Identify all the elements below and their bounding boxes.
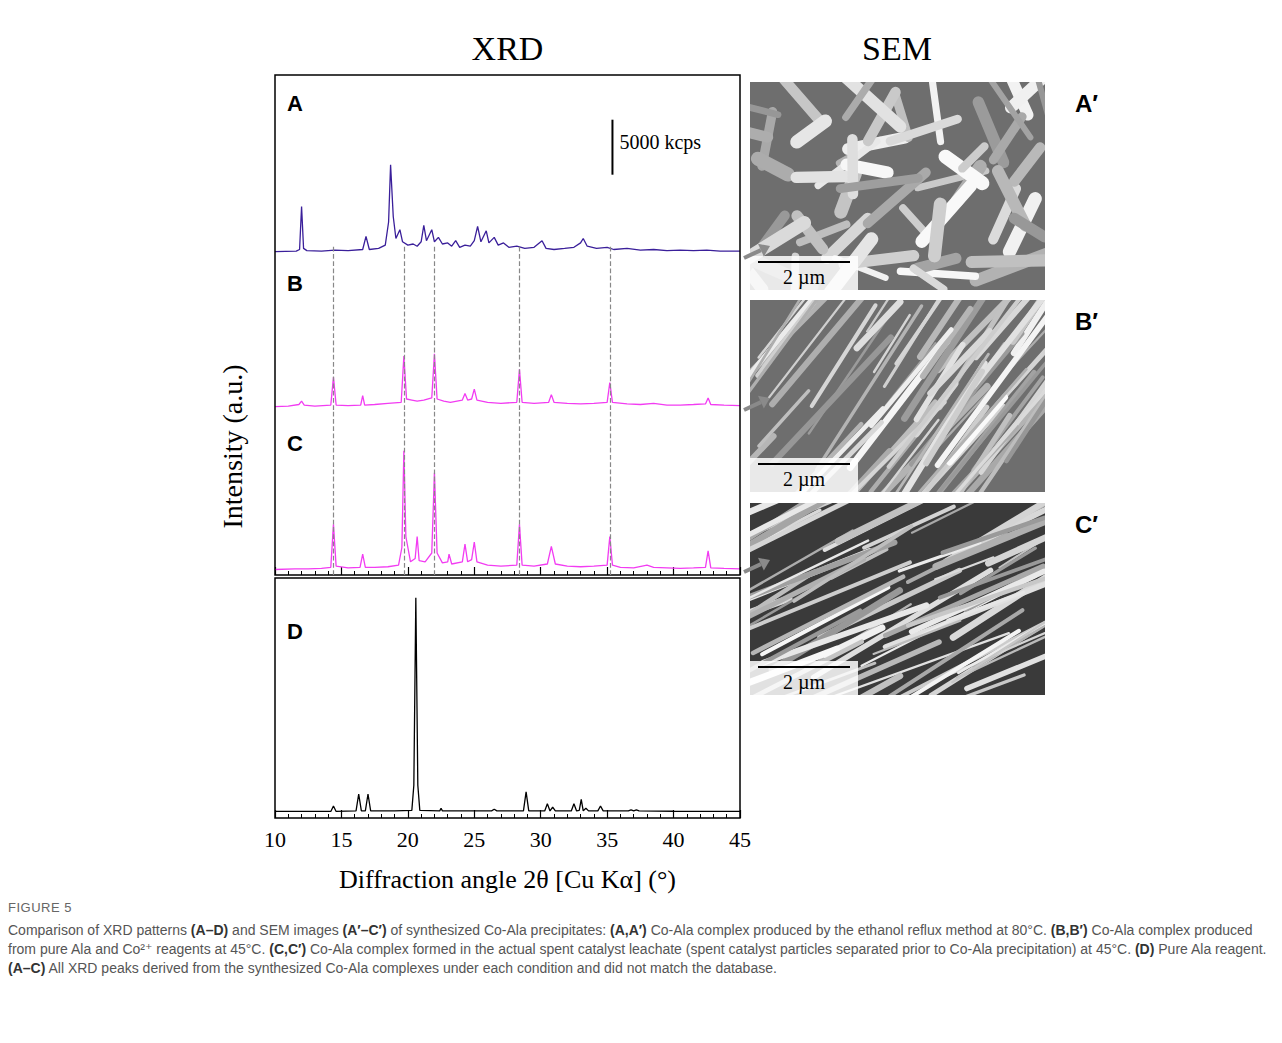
svg-text:A: A — [287, 91, 303, 116]
svg-text:30: 30 — [530, 827, 552, 852]
svg-text:2 µm: 2 µm — [783, 266, 826, 289]
html-text:B′: B′ — [1075, 308, 1099, 335]
html-text:(A–C) All XRD peaks derived fr: (A–C) All XRD peaks derived from the syn… — [8, 960, 777, 976]
svg-text:20: 20 — [397, 827, 419, 852]
svg-text:Intensity (a.u.): Intensity (a.u.) — [217, 364, 248, 528]
html-text:XRD: XRD — [471, 30, 544, 67]
svg-text:2 µm: 2 µm — [783, 468, 826, 491]
svg-text:C: C — [287, 431, 303, 456]
svg-text:B: B — [287, 271, 303, 296]
svg-text:25: 25 — [463, 827, 485, 852]
html-text:C′: C′ — [1075, 511, 1099, 538]
svg-text:Diffraction angle 2θ [Cu Kα] (: Diffraction angle 2θ [Cu Kα] (°) — [339, 865, 676, 894]
svg-text:10: 10 — [264, 827, 286, 852]
svg-text:D: D — [287, 619, 303, 644]
svg-text:45: 45 — [729, 827, 751, 852]
html-text:Comparison of XRD patterns (A–: Comparison of XRD patterns (A–D) and SEM… — [8, 922, 1267, 957]
html-text:FIGURE 5: FIGURE 5 — [8, 900, 72, 915]
svg-text:35: 35 — [596, 827, 618, 852]
svg-text:40: 40 — [663, 827, 685, 852]
svg-text:15: 15 — [330, 827, 352, 852]
svg-text:5000 kcps: 5000 kcps — [619, 131, 701, 154]
svg-text:2 µm: 2 µm — [783, 671, 826, 694]
html-text:SEM: SEM — [862, 30, 932, 67]
html-text:A′: A′ — [1075, 90, 1099, 117]
